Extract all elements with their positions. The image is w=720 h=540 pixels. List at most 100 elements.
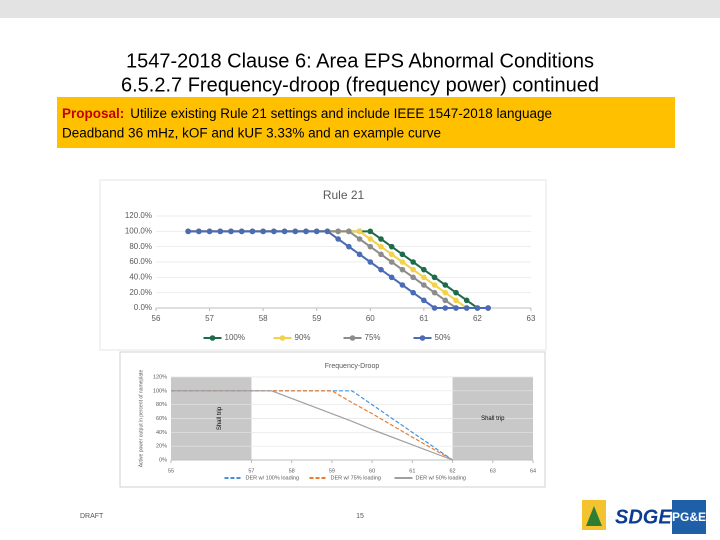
chart-title: Frequency-Droop	[325, 363, 380, 370]
data-point	[356, 251, 363, 258]
legend-label: 75%	[365, 333, 381, 342]
y-tick-label: 20%	[156, 444, 167, 450]
charts: Rule 21 0.0% 20.0% 40.0% 60.0% 80.0% 100.0% 120…	[125, 188, 536, 481]
data-point	[442, 289, 449, 296]
data-point	[474, 305, 481, 311]
data-point	[410, 259, 416, 265]
legend-swatch	[349, 335, 356, 341]
data-point	[431, 274, 438, 281]
x-tick-label: 57	[205, 314, 214, 323]
data-point	[388, 259, 395, 265]
page-number: 15	[356, 513, 364, 520]
data-point	[399, 282, 406, 288]
y-tick-label: 80%	[156, 402, 167, 408]
x-tick-label: 55	[168, 468, 174, 474]
data-point	[399, 259, 406, 265]
y-tick-label: 20.0%	[129, 288, 152, 297]
legend-label: DER w/ 100% loading	[246, 475, 300, 481]
proposal-label: Proposal:	[62, 106, 124, 121]
data-point	[431, 282, 438, 288]
data-point	[228, 228, 234, 235]
y-tick-label: 40.0%	[129, 272, 152, 281]
x-tick-label: 64	[530, 468, 536, 474]
y-tick-label: 60.0%	[129, 257, 152, 266]
data-point	[335, 236, 341, 242]
x-tick-label: 62	[449, 468, 455, 474]
legend-label: 90%	[295, 333, 311, 342]
x-tick-label: 59	[312, 314, 321, 323]
data-point	[453, 289, 459, 296]
data-point	[410, 266, 416, 273]
legend-label: DER w/ 75% loading	[331, 475, 381, 481]
data-point	[196, 228, 202, 235]
data-point	[346, 243, 352, 250]
data-point	[453, 305, 459, 311]
data-point	[206, 228, 213, 235]
footer-draft: DRAFT	[80, 513, 104, 520]
x-tick-label: 59	[329, 468, 335, 474]
logo-shape	[586, 506, 602, 526]
data-point	[378, 236, 384, 242]
y-tick-label: 120.0%	[125, 211, 152, 220]
x-tick-label: 61	[409, 468, 415, 474]
series-line	[171, 390, 453, 461]
x-tick-label: 63	[527, 314, 536, 323]
data-point	[271, 228, 277, 235]
legend-label: 100%	[225, 333, 245, 342]
data-point	[431, 289, 438, 296]
x-tick-label: 60	[369, 468, 375, 474]
data-point	[421, 274, 427, 281]
data-point	[453, 297, 459, 304]
data-point	[367, 259, 374, 265]
data-point	[185, 228, 191, 235]
legend-swatch	[419, 335, 426, 341]
data-point	[367, 228, 374, 235]
chart-title: Rule 21	[323, 188, 365, 202]
data-point	[388, 251, 395, 258]
legend-label: 50%	[435, 333, 451, 342]
legend-label: DER w/ 50% loading	[416, 475, 466, 481]
chart-frame	[99, 179, 547, 351]
title: 6.5.2.7 Frequency-droop (frequency power…	[121, 74, 599, 96]
data-point	[421, 297, 427, 304]
x-tick-label: 61	[419, 314, 428, 323]
x-tick-label: 57	[248, 468, 254, 474]
data-point	[442, 297, 449, 304]
data-point	[399, 266, 406, 273]
data-point	[292, 228, 299, 235]
logo-icon	[582, 500, 606, 530]
proposal-line: Deadband 36 mHz, kOF and kUF 3.33% and a…	[62, 126, 441, 141]
annotation: Shall trip	[217, 406, 223, 430]
y-tick-label: 60%	[156, 416, 167, 422]
proposal-box	[57, 97, 675, 148]
data-point	[238, 228, 245, 235]
x-tick-label: 62	[473, 314, 482, 323]
proposal-line: Proposal: Utilize existing Rule 21 settin…	[62, 106, 552, 121]
data-point	[281, 228, 288, 235]
y-axis-label: Active power output in percent of namepl…	[138, 370, 144, 468]
data-point	[388, 243, 395, 250]
data-point	[463, 305, 470, 311]
title: 1547-2018 Clause 6: Area EPS Abnormal Co…	[126, 50, 594, 72]
x-tick-label: 60	[366, 314, 375, 323]
proposal-text: Utilize existing Rule 21 settings and in…	[130, 106, 552, 121]
x-tick-label: 56	[152, 314, 161, 323]
legend-swatch	[209, 335, 216, 341]
y-tick-label: 120%	[153, 374, 167, 380]
data-point	[442, 305, 449, 311]
data-point	[378, 266, 384, 273]
y-tick-label: 100.0%	[125, 226, 152, 235]
top-band	[0, 0, 720, 18]
data-point	[378, 243, 384, 250]
data-point	[463, 297, 470, 304]
x-tick-label: 63	[490, 468, 496, 474]
data-point	[249, 228, 256, 235]
annotation: Shall trip	[481, 416, 505, 422]
logo-text: SDGE	[615, 506, 672, 528]
data-point	[388, 274, 395, 281]
data-point	[335, 228, 341, 235]
data-point	[421, 266, 427, 273]
y-tick-label: 0.0%	[134, 303, 152, 312]
data-point	[346, 228, 352, 235]
